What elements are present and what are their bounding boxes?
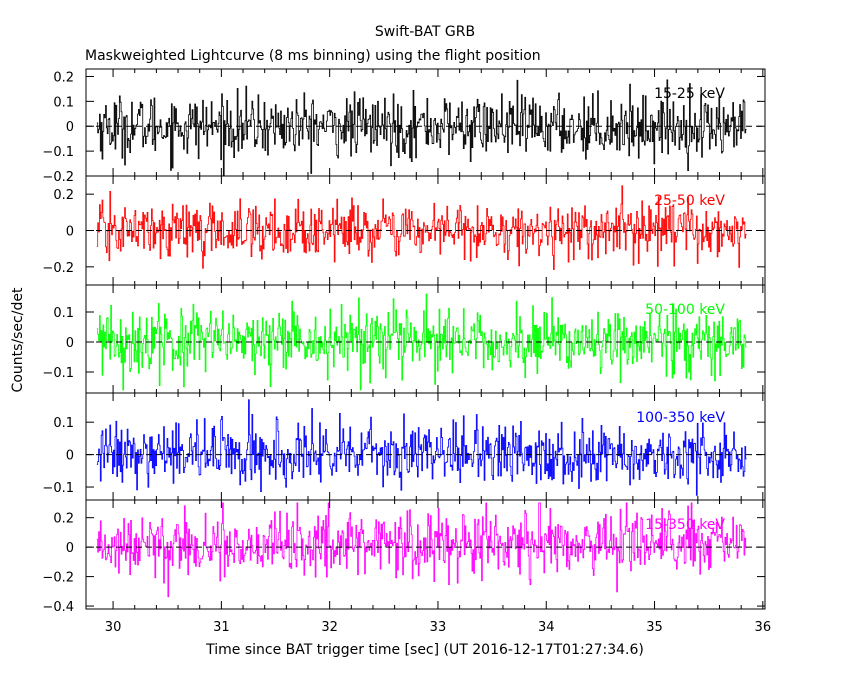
y-tick-label: 0 bbox=[66, 336, 74, 351]
series-trace bbox=[96, 399, 747, 496]
energy-band-label: 25-50 keV bbox=[654, 193, 725, 209]
x-axis-label: Time since BAT trigger time [sec] (UT 20… bbox=[205, 642, 644, 658]
series-trace bbox=[96, 185, 747, 270]
panel-1: 0.2 0.1 0 −0.1 −0.2 15-25 keV bbox=[42, 68, 766, 185]
energy-band-label: 100-350 keV bbox=[636, 410, 725, 426]
x-tick-label: 32 bbox=[321, 620, 338, 635]
y-tick-label: −0.2 bbox=[42, 571, 74, 586]
chart-title: Swift-BAT GRB bbox=[375, 24, 475, 40]
panel-3: 0.1 0 −0.1 50-100 keV bbox=[42, 284, 766, 394]
y-tick-label: 0.1 bbox=[53, 416, 74, 431]
x-tick-label: 36 bbox=[755, 620, 772, 635]
y-tick-label: 0.2 bbox=[53, 512, 74, 527]
panel-2: 0.2 0 −0.2 25-50 keV bbox=[42, 175, 766, 286]
energy-band-label: 50-100 keV bbox=[645, 302, 725, 318]
y-tick-label: 0 bbox=[66, 225, 74, 240]
y-tick-label: −0.2 bbox=[42, 170, 74, 185]
x-tick-label: 31 bbox=[213, 620, 230, 635]
x-tick-label: 34 bbox=[538, 620, 555, 635]
panels-group: 0.2 0.1 0 −0.1 −0.2 15-25 keV 0.2 0 −0.2 25-50 ke… bbox=[42, 68, 772, 635]
y-tick-label: 0.1 bbox=[53, 306, 74, 321]
y-tick-label: 0.1 bbox=[53, 95, 74, 110]
y-tick-label: −0.2 bbox=[42, 261, 74, 276]
panel-frame bbox=[85, 499, 766, 610]
series-trace bbox=[96, 502, 747, 598]
y-axis-label: Counts/sec/det bbox=[10, 287, 26, 392]
y-tick-label: 0.2 bbox=[53, 70, 74, 85]
y-tick-label: −0.4 bbox=[42, 600, 74, 615]
chart-subtitle: Maskweighted Lightcurve (8 ms binning) u… bbox=[85, 48, 541, 64]
y-tick-label: 0 bbox=[66, 120, 74, 135]
y-tick-label: 0 bbox=[66, 541, 74, 556]
x-tick-label: 35 bbox=[646, 620, 663, 635]
y-tick-label: −0.1 bbox=[42, 366, 74, 381]
y-tick-label: −0.1 bbox=[42, 481, 74, 496]
energy-band-label: 15-350 keV bbox=[645, 517, 725, 533]
y-tick-label: −0.1 bbox=[42, 145, 74, 160]
panel-5: 0.2 0 −0.2 −0.4 15-350 keV bbox=[42, 499, 766, 615]
y-tick-label: 0 bbox=[66, 449, 74, 464]
x-tick-label: 30 bbox=[105, 620, 122, 635]
energy-band-label: 15-25 keV bbox=[654, 86, 725, 102]
x-tick-label: 33 bbox=[430, 620, 447, 635]
y-tick-label: 0.2 bbox=[53, 188, 74, 203]
panel-4: 0.1 0 −0.1 100-350 keV bbox=[42, 392, 766, 501]
series-trace bbox=[96, 79, 747, 177]
